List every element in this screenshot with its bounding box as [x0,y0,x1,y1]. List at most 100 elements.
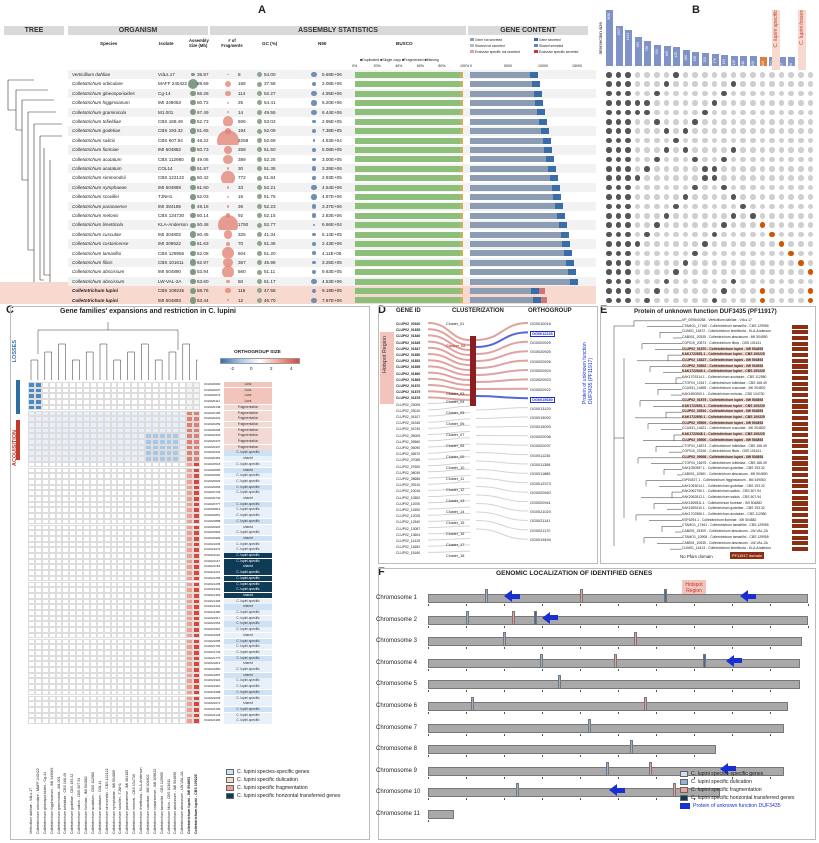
d-gene: CLUP02_01855 [396,365,421,370]
gene-secreted-bar [562,240,571,247]
upset-dot [750,90,756,97]
upset-dot [615,194,622,200]
upset-dot [711,137,718,144]
upset-dot [788,269,794,275]
organism-row [68,192,596,202]
category-label: C. lupini-specific [224,450,272,456]
d-gene: CLUP02_09210 [396,483,421,488]
chromosome-bar[interactable] [428,702,788,711]
upset-dot [702,194,708,200]
upset-dot [606,231,612,238]
busco-missing-bar [459,109,463,116]
size-dot [187,78,199,90]
heatmap-cell [110,444,118,451]
chromosome-bar[interactable] [428,745,716,755]
gc-value: 52.25 [264,156,276,162]
heatmap-cell [28,478,35,485]
duf3435-arrow [542,611,550,624]
legend-swatch [534,50,538,53]
col-size: Assembly Size (Mb) [189,38,209,48]
heatmap-cell [96,439,104,445]
size-value: 52.08 [197,250,209,256]
upset-dot [750,81,756,87]
heatmap-cell [83,404,90,411]
gene-secreted-bar [557,212,565,219]
upset-dot [702,137,708,144]
heatmap-cell [193,433,200,439]
upset-dot [711,203,718,210]
legend-item: C. lupini specific dulication [226,776,366,784]
gc-value: 51.76 [264,194,276,200]
gene-secreted-bar [549,175,558,182]
heatmap-row-labels: OG0020000 Loss OG0020037 Loss OG0020074 Loss O… [204,382,370,724]
d-orthogroup: OG0011236 [530,453,551,458]
heatmap-cell [41,439,49,445]
upset-dot [759,147,766,153]
heatmap-cell [89,484,97,491]
heatmap-cell [28,718,35,724]
gene-legend-item: Shared not secreted [470,44,505,48]
upset-dot [615,260,622,266]
upset-dot [625,137,631,144]
chromosome-label: Chromosome 11 [376,811,420,817]
heatmap-cell [34,416,42,422]
category-label: C. lupini-specific [224,667,272,673]
size-dot [189,287,197,294]
heatmap-cell [158,404,166,411]
heatmap-cell [172,456,180,462]
chromosome-label: Chromosome 7 [376,724,418,731]
intersection-value: 179 [712,58,717,64]
size-dot [190,166,196,172]
heatmap-cell [165,393,173,400]
heatmap-cell [103,450,111,457]
busco-single-bar [355,118,460,125]
heatmap-cell [62,410,70,417]
upset-dot [663,250,670,257]
upset-dot [807,156,814,163]
gene-tick: 10000 [538,64,548,68]
axis-tick [466,690,467,693]
heatmap-cell [117,467,125,474]
intersection-bar [750,56,757,66]
upset-dot [692,156,698,163]
fragment-value: 772 [238,175,246,181]
heatmap-cell [28,450,35,457]
gene-mark [644,697,647,711]
isolate-name: IMI 349063 [158,100,181,106]
upset-dot [606,222,612,228]
heatmap-cell [89,467,97,474]
upset-dot [634,269,641,275]
heatmap-cell [48,421,56,428]
upset-dot [759,297,766,304]
axis-tick [656,604,657,606]
upset-dot [702,147,708,153]
upset-dot [615,222,622,228]
legend-text: Exclusive specific secreted [539,50,579,54]
size-dot [190,128,196,134]
heatmap-cell [69,382,77,388]
axis-tick [504,733,505,736]
chromosome-bar[interactable] [428,615,808,625]
chromosome-bar[interactable] [428,810,454,819]
chromosome-bar[interactable] [428,723,784,733]
d-gene: CLUP02_10016 [396,489,421,494]
heatmap-cell [48,484,56,491]
heatmap-cell [186,456,194,462]
losses-arrow [16,380,20,414]
heatmap-cell [138,450,145,457]
e-leaf: COF015_20873 - Colletotrichum filicis - … [682,340,762,345]
heatmap-cell [55,387,63,394]
heatmap-cell [55,421,63,428]
heatmap-cell [69,416,77,422]
heatmap-cell [110,382,118,388]
heatmap-cell [89,399,97,405]
n50-value: 9.63E+05 [322,269,342,275]
upset-dot [759,100,766,106]
category-label: Fragmentation [224,427,272,433]
heatmap-cell [165,484,173,491]
heatmap-cell [69,410,77,417]
chromosome-bar[interactable] [428,637,802,647]
upset-dot [606,119,612,125]
heatmap-cell [151,478,159,485]
chromosome-bar[interactable] [428,680,800,690]
